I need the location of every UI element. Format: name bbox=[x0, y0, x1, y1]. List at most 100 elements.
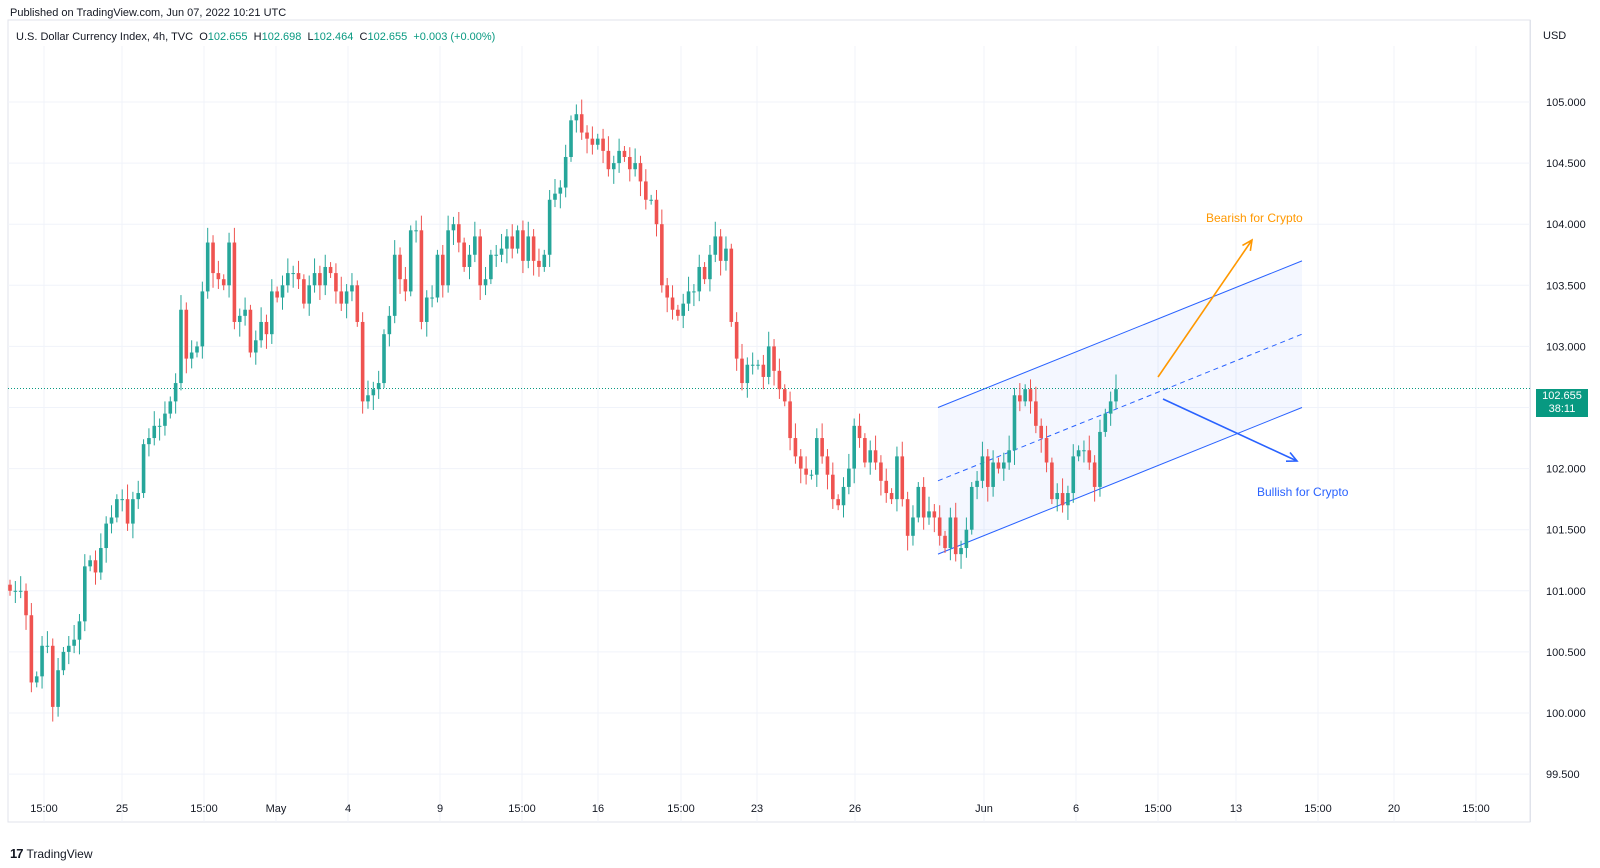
candle-body bbox=[109, 517, 114, 524]
candle-body bbox=[718, 236, 723, 261]
tradingview-logo-icon: 17 bbox=[10, 846, 24, 861]
channel-upper-line bbox=[937, 260, 1303, 408]
candle-body bbox=[1098, 431, 1102, 487]
candle-body bbox=[745, 364, 750, 384]
candle-body bbox=[88, 560, 92, 567]
candle-body bbox=[227, 242, 231, 286]
candle-body bbox=[713, 236, 718, 255]
candle-body bbox=[515, 230, 520, 249]
bar-countdown: 38:11 bbox=[1548, 403, 1576, 415]
candle-body bbox=[622, 150, 627, 157]
candle-body bbox=[932, 511, 937, 518]
candle-body bbox=[1108, 401, 1113, 414]
candle-body bbox=[280, 285, 285, 298]
candle-body bbox=[77, 621, 82, 640]
x-tick-label: 9 bbox=[437, 803, 443, 815]
candle-body bbox=[959, 548, 963, 555]
candle-body bbox=[1023, 389, 1027, 402]
candle-body bbox=[788, 401, 792, 439]
candle-body bbox=[1039, 425, 1043, 439]
candle-body bbox=[996, 462, 1001, 469]
candle-body bbox=[302, 279, 306, 304]
candle-body bbox=[563, 156, 568, 188]
channel-fill bbox=[938, 260, 1302, 555]
candle-body bbox=[457, 224, 461, 243]
x-tick-label: 15:00 bbox=[190, 803, 218, 815]
candle-body bbox=[376, 383, 381, 390]
candle-body bbox=[168, 401, 173, 414]
y-tick-label: 102.000 bbox=[1546, 464, 1586, 476]
candle-body bbox=[243, 309, 247, 316]
plot-frame bbox=[7, 19, 1531, 823]
candle-body bbox=[547, 199, 552, 255]
candle-body bbox=[24, 590, 28, 616]
candle-body bbox=[1087, 450, 1092, 463]
candle-body bbox=[83, 566, 87, 622]
candle-body bbox=[72, 639, 76, 646]
candle-body bbox=[360, 321, 365, 402]
candle-body bbox=[387, 315, 392, 335]
candle-body bbox=[654, 199, 659, 225]
candle-body bbox=[831, 474, 835, 500]
candle-body bbox=[724, 248, 728, 261]
x-tick-label: 25 bbox=[116, 803, 128, 815]
candle-body bbox=[307, 285, 312, 304]
last-price-tag: 102.655 38:11 bbox=[1536, 389, 1588, 417]
close-label: C bbox=[359, 31, 368, 43]
candle-body bbox=[216, 273, 221, 280]
candle-body bbox=[382, 334, 386, 384]
candle-body bbox=[1012, 395, 1017, 451]
bullish-label: Bullish for Crypto bbox=[1257, 485, 1349, 499]
candle-body bbox=[152, 425, 157, 439]
candle-body bbox=[312, 273, 317, 286]
candle-body bbox=[1060, 493, 1065, 506]
candle-body bbox=[510, 236, 515, 249]
candle-body bbox=[676, 309, 680, 316]
candle-body bbox=[184, 309, 189, 359]
candle-body bbox=[985, 456, 990, 487]
candle-body bbox=[900, 456, 905, 500]
candle-body bbox=[558, 187, 563, 194]
candle-body bbox=[606, 150, 611, 170]
candle-body bbox=[237, 315, 242, 322]
candle-body bbox=[777, 370, 782, 390]
candle-body bbox=[232, 242, 237, 322]
candle-body bbox=[702, 266, 707, 280]
candle-body bbox=[419, 230, 424, 322]
candle-body bbox=[798, 456, 803, 469]
bullish-arrow-head bbox=[1285, 451, 1299, 462]
candle-body bbox=[248, 309, 253, 353]
candle-body bbox=[157, 425, 162, 427]
candle-body bbox=[766, 346, 771, 377]
candle-body bbox=[595, 138, 600, 145]
candle-body bbox=[820, 438, 824, 457]
candle-body bbox=[50, 645, 55, 707]
candle-body bbox=[627, 156, 632, 170]
symbol-name[interactable]: U.S. Dollar Currency Index, 4h, TVC bbox=[16, 31, 194, 43]
tradingview-logo[interactable]: 17 TradingView bbox=[10, 846, 93, 861]
close-value: 102.655 bbox=[367, 31, 408, 43]
x-tick-label: 13 bbox=[1230, 803, 1242, 815]
candle-body bbox=[649, 199, 653, 201]
candle-body bbox=[1103, 413, 1108, 432]
candle-body bbox=[99, 548, 103, 573]
y-tick-label: 99.500 bbox=[1546, 769, 1580, 781]
candle-body bbox=[189, 352, 194, 359]
candle-body bbox=[467, 254, 472, 267]
candle-body bbox=[975, 480, 979, 487]
candle-body bbox=[895, 456, 899, 500]
candle-body bbox=[681, 303, 686, 316]
candle-body bbox=[18, 590, 23, 592]
candle-body bbox=[131, 499, 135, 524]
candle-body bbox=[841, 486, 846, 506]
candle-body bbox=[916, 486, 921, 518]
candle-body bbox=[61, 651, 66, 671]
candle-body bbox=[424, 297, 429, 322]
x-tick-label: May bbox=[266, 803, 287, 815]
bearish-arrow bbox=[1157, 239, 1253, 378]
candle-body bbox=[1114, 389, 1118, 402]
candle-body bbox=[686, 291, 691, 304]
candle-body bbox=[782, 389, 787, 402]
y-tick-label: 105.000 bbox=[1546, 97, 1586, 109]
